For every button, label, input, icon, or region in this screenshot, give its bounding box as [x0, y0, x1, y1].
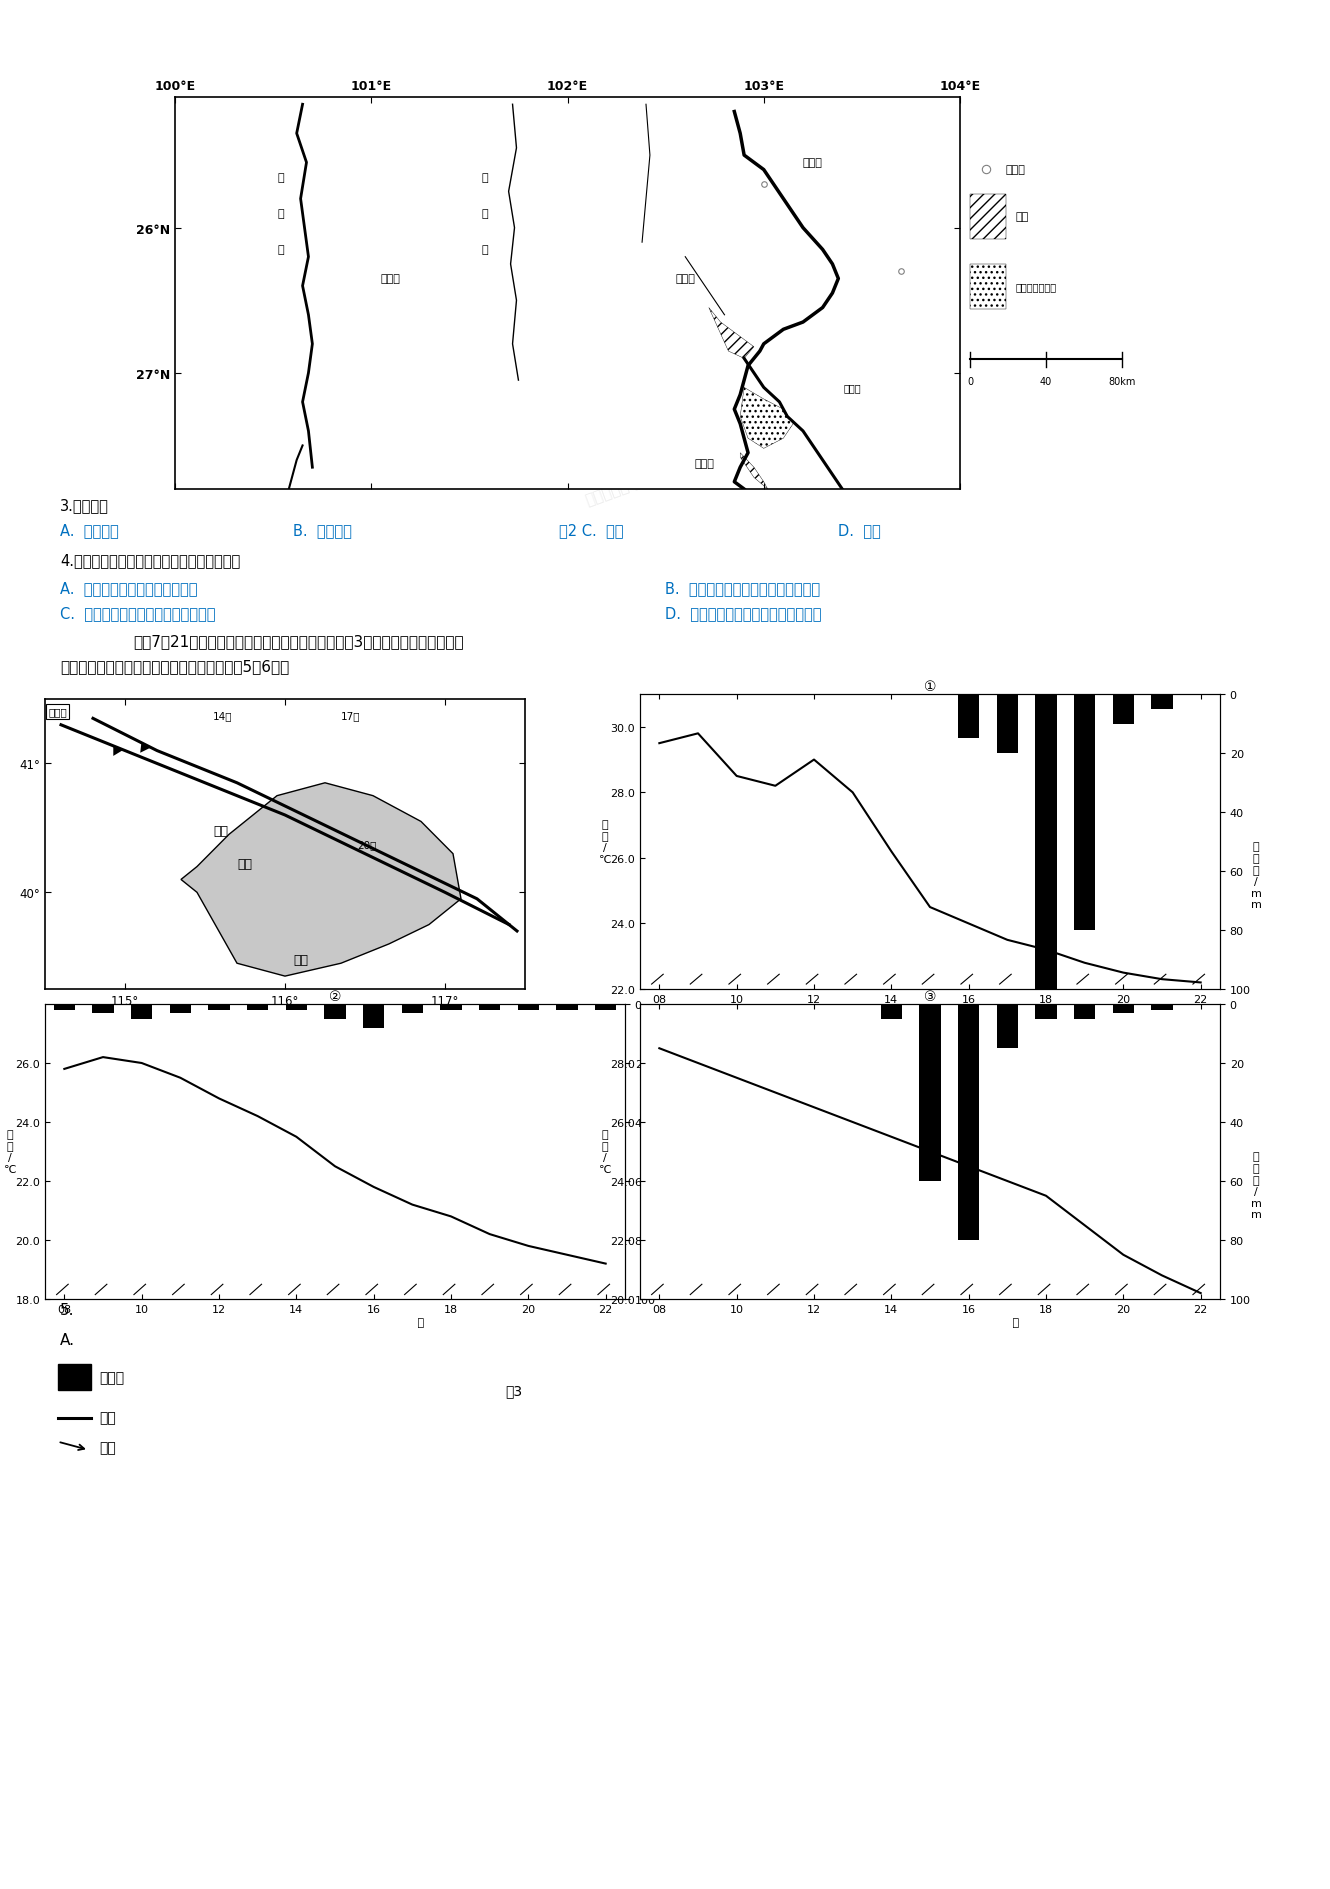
Bar	[996, 695, 1017, 754]
Text: A.: A.	[60, 1332, 74, 1347]
Bar	[517, 1005, 539, 1011]
Text: 3.该河段有: 3.该河段有	[60, 497, 109, 512]
Bar	[880, 1005, 902, 1020]
Polygon shape	[113, 746, 124, 756]
Text: 内三个气象站测得的部分气象资料，读图回答5～6题。: 内三个气象站测得的部分气象资料，读图回答5～6题。	[60, 659, 289, 674]
Title: ②: ②	[329, 990, 342, 1003]
Polygon shape	[181, 784, 462, 977]
Bar	[1152, 1005, 1173, 1011]
Bar	[1113, 1005, 1134, 1013]
Text: D.  地形: D. 地形	[838, 523, 880, 538]
Bar	[53, 1005, 74, 1011]
Text: 20时: 20时	[356, 841, 376, 850]
Text: A.  纬度位置: A. 纬度位置	[60, 523, 118, 538]
Y-axis label: 气
温
/
℃: 气 温 / ℃	[4, 1130, 16, 1175]
Bar	[1035, 695, 1056, 990]
Text: 14时: 14时	[213, 710, 233, 722]
Text: 图2 C.  光照: 图2 C. 光照	[559, 523, 622, 538]
Bar	[919, 1005, 940, 1181]
Bar	[595, 1005, 616, 1011]
Text: 砻: 砻	[481, 210, 488, 219]
Text: 古堰塞湖沉积物: 古堰塞湖沉积物	[1016, 281, 1057, 293]
Bar	[1113, 695, 1134, 723]
Text: 5.: 5.	[60, 1302, 74, 1317]
Bar	[92, 1005, 113, 1013]
Text: 微信公众号:高中地理指南针获取最新资料: 微信公众号:高中地理指南针获取最新资料	[583, 436, 747, 508]
Text: 巧家县: 巧家县	[803, 159, 823, 168]
Bar	[996, 1005, 1017, 1048]
Text: 县、市: 县、市	[1005, 164, 1025, 176]
Title: ①: ①	[924, 680, 936, 693]
Bar	[479, 1005, 500, 1011]
Y-axis label: 降
水
量
/
m
m: 降 水 量 / m m	[656, 1152, 666, 1220]
Y-axis label: 气
温
/
℃: 气 温 / ℃	[598, 820, 610, 865]
Text: C.  古堕塞湖水外泄，沉积物长期裸露: C. 古堕塞湖水外泄，沉积物长期裸露	[60, 606, 215, 621]
Text: B.  海陋位置: B. 海陋位置	[293, 523, 351, 538]
Text: 固安: 固安	[293, 954, 309, 967]
Text: 微信公众号:高中地理指南针获取最新资料: 微信公众号:高中地理指南针获取最新资料	[317, 814, 481, 886]
Bar	[440, 1005, 462, 1011]
Text: 黄土: 黄土	[1016, 212, 1029, 223]
Text: D.  地震多发，古堕塞湖存在时间较短: D. 地震多发，古堕塞湖存在时间较短	[665, 606, 822, 621]
Text: 海淀: 海淀	[237, 858, 251, 871]
Text: 4.对该地古地理环境推测，合理的是（　　）: 4.对该地古地理环境推测，合理的是（ ）	[60, 553, 241, 569]
Text: 40: 40	[1040, 376, 1052, 387]
Polygon shape	[140, 742, 150, 754]
Text: 金沙江: 金沙江	[843, 383, 861, 393]
Text: 涌源县: 涌源县	[380, 274, 400, 285]
X-axis label:                                                  时: 时	[246, 1317, 424, 1326]
Text: A.  河流侵蚀一直以侧蚀运动为主: A. 河流侵蚀一直以侧蚀运动为主	[60, 580, 197, 595]
Text: 风矢: 风矢	[100, 1441, 116, 1455]
Y-axis label: 降
水
量
/
m
m: 降 水 量 / m m	[1250, 1152, 1262, 1220]
Bar	[970, 264, 1005, 310]
Text: 80km: 80km	[1108, 376, 1136, 387]
Bar	[970, 195, 1005, 240]
Bar	[1075, 695, 1096, 931]
Y-axis label: 气
温
/
℃: 气 温 / ℃	[598, 1130, 610, 1175]
Bar	[958, 1005, 979, 1241]
Text: 17时: 17时	[340, 710, 360, 722]
Bar	[556, 1005, 577, 1011]
Text: 气温: 气温	[100, 1411, 116, 1424]
Bar	[402, 1005, 423, 1013]
Text: 雅: 雅	[481, 172, 488, 183]
Text: 金: 金	[278, 172, 285, 183]
Text: 某年7月21日，北京市经历了一次锋面天气过程，图3示意锋面移动及图示区域: 某年7月21日，北京市经历了一次锋面天气过程，图3示意锋面移动及图示区域	[133, 633, 464, 648]
Text: 0: 0	[967, 376, 974, 387]
Text: 沙: 沙	[278, 210, 285, 219]
Bar	[170, 1005, 192, 1013]
Bar	[286, 1005, 307, 1011]
Text: 鹦枝花: 鹦枝花	[676, 274, 696, 285]
Bar	[247, 1005, 269, 1011]
Text: 降水量: 降水量	[100, 1370, 124, 1385]
Text: 图3: 图3	[505, 1383, 523, 1398]
X-axis label:                                                  时: 时	[841, 1007, 1019, 1016]
Y-axis label: 降
水
量
/
m
m: 降 水 量 / m m	[1250, 842, 1262, 910]
Bar	[1035, 1005, 1056, 1020]
Text: 江: 江	[278, 246, 285, 255]
Text: 延庆: 延庆	[213, 825, 227, 839]
Bar	[209, 1005, 230, 1011]
X-axis label:                                                  时: 时	[841, 1317, 1019, 1326]
Text: B.  黄土形成时间早于古堕塞湖沉积物: B. 黄土形成时间早于古堕塞湖沉积物	[665, 580, 821, 595]
Text: 江: 江	[481, 246, 488, 255]
Bar	[958, 695, 979, 739]
Bar	[325, 1005, 346, 1020]
Bar	[132, 1005, 153, 1020]
Text: 元谋县: 元谋县	[696, 459, 714, 468]
Text: 微信公众号:高中地理指南针获取最新资料: 微信公众号:高中地理指南针获取最新资料	[782, 1003, 947, 1075]
Text: 气象站: 气象站	[48, 706, 66, 718]
Bar	[363, 1005, 384, 1028]
Bar	[1075, 1005, 1096, 1020]
Title: ③: ③	[924, 990, 936, 1003]
Bar	[57, 1364, 92, 1390]
Bar	[1152, 695, 1173, 710]
